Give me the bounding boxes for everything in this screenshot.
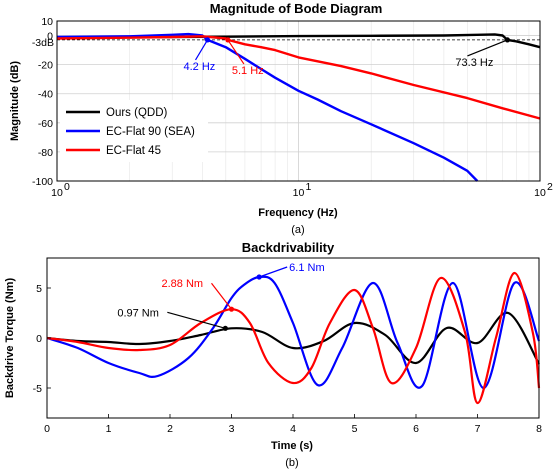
- y-tick-label: -60: [38, 118, 53, 130]
- chart-title: Backdrivability: [242, 240, 335, 255]
- y-tick-labels: 5 0 -5: [33, 283, 51, 395]
- annotation-marker: [225, 37, 231, 43]
- x-tick-label: 4: [290, 423, 296, 435]
- annotation-label: 5.1 Hz: [232, 65, 264, 77]
- x-axis-label: Frequency (Hz): [258, 207, 338, 219]
- x-tick-label: 10: [293, 187, 305, 199]
- x-tick-labels: 10 0 10 1 10 2: [51, 181, 553, 199]
- x-tick-label: 0: [44, 423, 50, 435]
- bode-chart: Magnitude of Bode Diagram -3dB 10 0 10 1 10 2…: [9, 1, 553, 236]
- series-line-1: [46, 275, 541, 390]
- annotation-leader: [195, 39, 209, 61]
- y-tick-label: -20: [38, 60, 53, 72]
- series-group: [56, 32, 541, 182]
- annotation-label: 2.88 Nm: [162, 278, 204, 290]
- y-tick-labels: 10 0 -20 -40 -60 -80 -100: [32, 16, 53, 188]
- x-tick-label: 3: [229, 423, 235, 435]
- annotation-leader: [467, 39, 508, 57]
- y-tick-label: 0: [36, 333, 42, 345]
- legend-label-1: EC-Flat 90 (SEA): [106, 126, 195, 138]
- caption: (b): [285, 457, 298, 469]
- x-tick-exponent: 2: [547, 181, 553, 193]
- annotations: 0.97 Nm 2.88 Nm 6.1 Nm: [117, 262, 325, 331]
- x-tick-label: 1: [106, 423, 112, 435]
- annotation-label: 73.3 Hz: [455, 57, 493, 69]
- x-tick-label: 6: [413, 423, 419, 435]
- caption: (a): [291, 224, 304, 236]
- x-axis-label: Time (s): [271, 440, 313, 452]
- reference-line: -3dB: [32, 37, 540, 49]
- y-axis-label: Magnitude (dB): [9, 61, 21, 141]
- y-tick-label: -100: [32, 176, 53, 188]
- annotation-marker: [222, 325, 228, 331]
- series-group: [46, 271, 541, 405]
- chart-title: Magnitude of Bode Diagram: [210, 1, 383, 16]
- y-tick-label: 10: [41, 16, 53, 28]
- legend-label-0: Ours (QDD): [106, 107, 168, 119]
- x-tick-label: 10: [51, 187, 63, 199]
- y-tick-label: -80: [38, 147, 53, 159]
- x-tick-label: 10: [534, 187, 546, 199]
- plot-frame: [56, 20, 541, 182]
- annotation-leader: [211, 282, 232, 310]
- y-tick-label: 0: [47, 31, 53, 43]
- ref-line-label: -3dB: [32, 37, 54, 49]
- legend-label-2: EC-Flat 45: [106, 145, 161, 157]
- series-line-0: [56, 33, 541, 49]
- series-line-2: [46, 271, 541, 405]
- y-axis-label: Backdrive Torque (Nm): [4, 278, 16, 399]
- x-tick-labels: 0 1 2 3 4 5 6 7 8: [44, 414, 542, 435]
- annotations: 4.2 Hz 5.1 Hz 73.3 Hz: [184, 37, 511, 77]
- series-line-0: [46, 311, 540, 365]
- annotation-marker: [256, 274, 262, 280]
- annotation-marker: [504, 37, 511, 43]
- x-tick-exponent: 0: [64, 181, 70, 193]
- annotation-leader: [258, 266, 288, 278]
- y-tick-label: -5: [33, 383, 42, 395]
- x-tick-label: 7: [475, 423, 481, 435]
- backdrivability-chart: Backdrivability 0 1 2 3 4 5 6 7 8 5 0 -5 0.97 Nm 2.…: [4, 240, 542, 469]
- x-tick-label: 5: [352, 423, 358, 435]
- annotation-marker: [228, 306, 235, 312]
- annotation-marker: [204, 37, 211, 43]
- annotation-label: 4.2 Hz: [184, 61, 216, 73]
- y-tick-label: -40: [38, 89, 53, 101]
- y-tick-label: 5: [36, 283, 42, 295]
- legend: Ours (QDD) EC-Flat 90 (SEA) EC-Flat 45: [60, 100, 208, 162]
- annotation-label: 6.1 Nm: [289, 262, 324, 274]
- series-line-2: [56, 35, 541, 120]
- annotation-leader: [167, 311, 226, 329]
- annotation-label: 0.97 Nm: [117, 307, 159, 319]
- x-tick-label: 8: [536, 423, 542, 435]
- x-tick-exponent: 1: [306, 181, 312, 193]
- annotation-leader: [227, 39, 245, 65]
- x-tick-label: 2: [167, 423, 173, 435]
- series-line-1: [56, 32, 479, 182]
